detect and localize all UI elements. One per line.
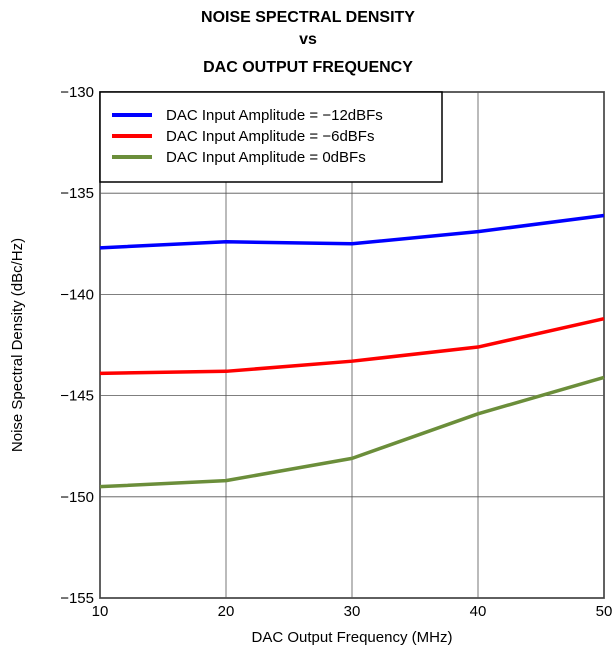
- x-tick-label: 40: [470, 603, 487, 620]
- y-tick-label: −155: [60, 590, 94, 607]
- x-tick-label: 20: [218, 603, 235, 620]
- y-tick-label: −135: [60, 185, 94, 202]
- legend-label: DAC Input Amplitude = −12dBFs: [166, 107, 383, 124]
- grid: [99, 91, 605, 599]
- legend-label: DAC Input Amplitude = 0dBFs: [166, 149, 366, 166]
- y-axis-label: Noise Spectral Density (dBc/Hz): [9, 238, 26, 452]
- legend-box: [99, 91, 443, 183]
- chart-title-line: vs: [299, 31, 317, 48]
- series-group: [99, 213, 605, 489]
- legend-label: DAC Input Amplitude = −6dBFs: [166, 128, 374, 145]
- y-axis: −155 −150 −145 −140 −135 −130: [60, 84, 94, 607]
- x-tick-label: 10: [92, 603, 109, 620]
- y-tick-label: −140: [60, 286, 94, 303]
- x-axis-label: DAC Output Frequency (MHz): [252, 629, 453, 646]
- y-tick-label: −130: [60, 84, 94, 101]
- chart-title: NOISE SPECTRAL DENSITY vs DAC OUTPUT FREQU…: [201, 9, 415, 76]
- series-line-2: [99, 316, 605, 376]
- y-tick-label: −145: [60, 388, 94, 405]
- x-axis: 10 20 30 40 50: [92, 603, 613, 620]
- y-tick-label: −150: [60, 489, 94, 506]
- chart-title-line: DAC OUTPUT FREQUENCY: [203, 59, 413, 76]
- series-line-1: [99, 213, 605, 250]
- x-tick-label: 30: [344, 603, 361, 620]
- chart-title-line: NOISE SPECTRAL DENSITY: [201, 9, 415, 26]
- series-line-3: [99, 375, 605, 489]
- legend: DAC Input Amplitude = −12dBFs DAC Input A…: [99, 91, 443, 183]
- x-tick-label: 50: [596, 603, 613, 620]
